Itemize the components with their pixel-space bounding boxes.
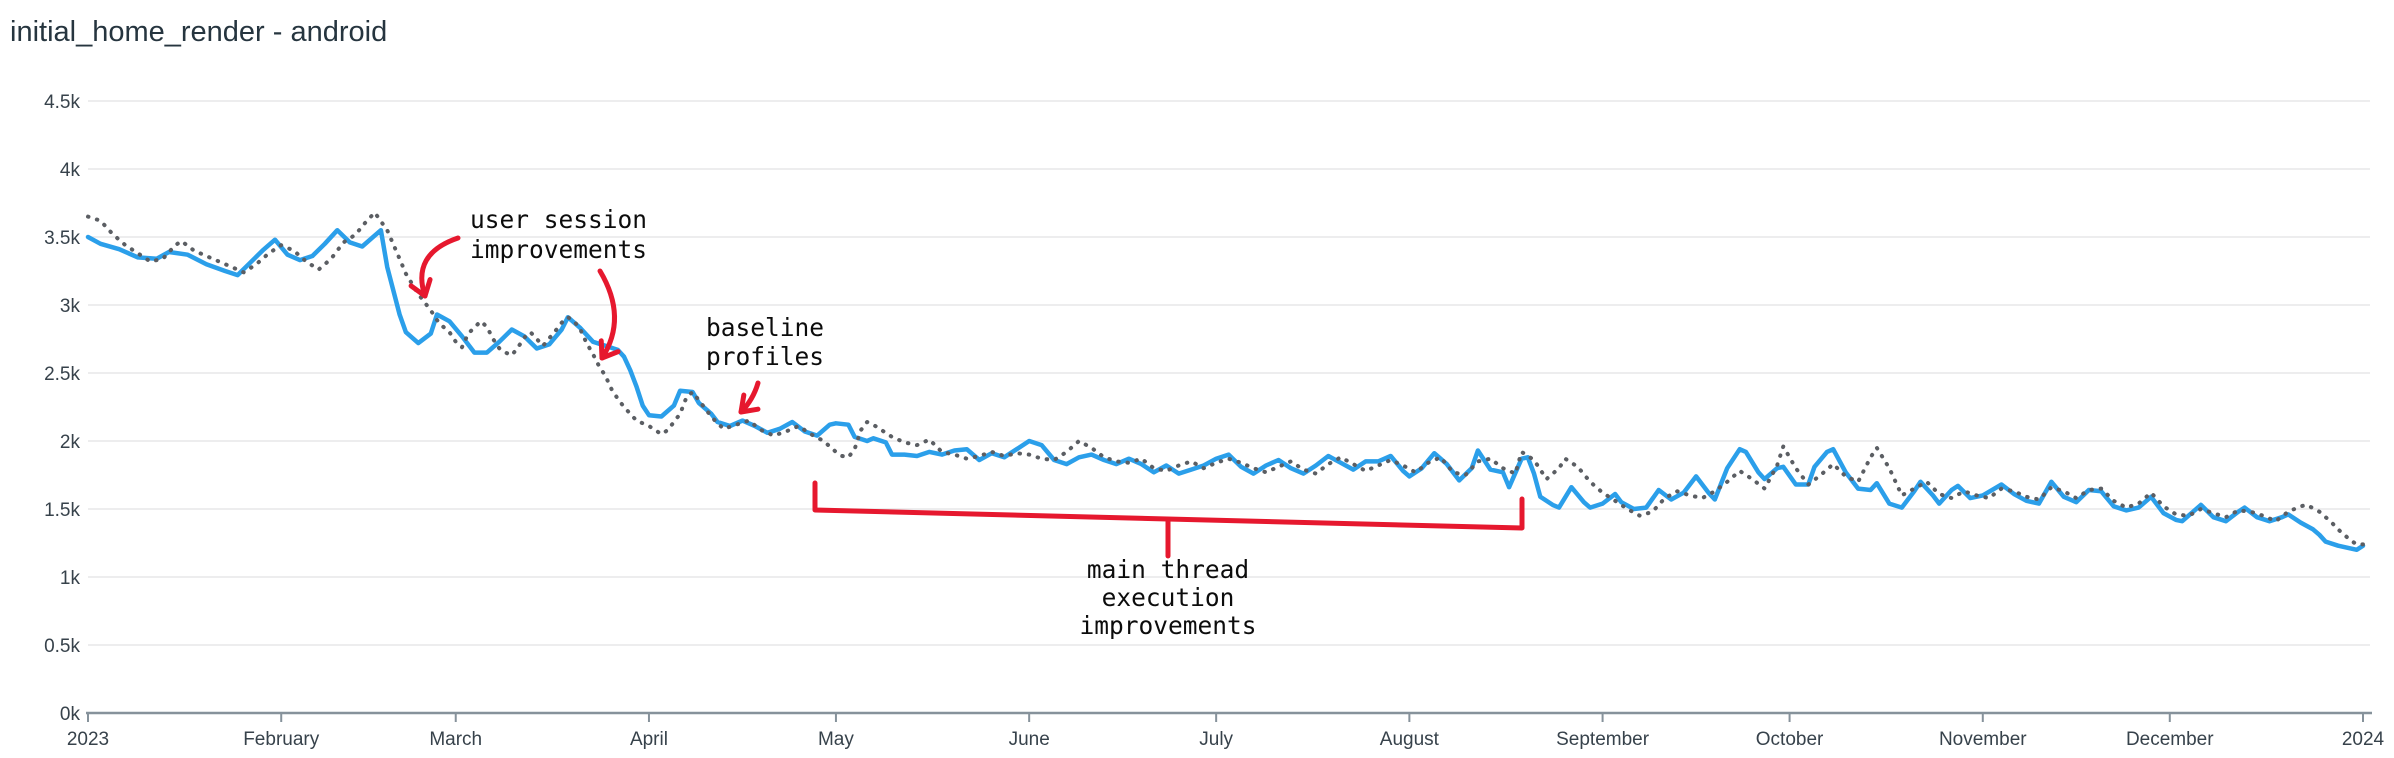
y-axis-tick-label: 3.5k [44, 228, 80, 249]
y-axis-tick-label: 3k [60, 296, 81, 317]
annotation-arrow [408, 235, 461, 299]
series-line-solid[interactable] [85, 227, 2366, 553]
chart-title: initial_home_render - android [10, 16, 387, 48]
x-axis-tick-label: September [1556, 729, 1650, 750]
y-axis-tick-label: 2.5k [44, 364, 80, 385]
annotation-label-main-thread-execution-improvements: main thread execution improvements [1079, 555, 1256, 640]
y-axis-tick-label: 2k [60, 432, 81, 453]
x-axis-tick-label: March [429, 729, 482, 750]
y-axis-tick-label: 1k [60, 568, 81, 589]
x-axis-tick-label: July [1199, 729, 1233, 750]
x-axis-tick-label: June [1009, 729, 1050, 750]
y-axis-tick-label: 0k [60, 704, 81, 725]
x-axis-tick-label: November [1939, 729, 2027, 750]
annotation-arrow [738, 380, 761, 415]
x-axis-tick-label: 2023 [67, 729, 109, 750]
series-line-dotted[interactable] [86, 210, 2365, 547]
x-axis-tick-label: December [2126, 729, 2214, 750]
annotation-layer: user session improvements baseline profiles… [408, 205, 1525, 640]
annotation-label-user-session-improvements: user session improvements [470, 205, 647, 264]
y-axis-tick-label: 4k [60, 160, 81, 181]
annotation-label-baseline-profiles: baseline profiles [706, 313, 824, 371]
series-layer[interactable] [85, 210, 2366, 553]
x-axis-tick-label: February [243, 729, 320, 750]
axis-layer: 0k 0.5k 1k 1.5k 2k 2.5k 3k 3.5k 4k 4.5k 2023 Februa… [44, 92, 2384, 750]
x-axis-tick-label: April [630, 729, 668, 750]
y-axis-tick-label: 0.5k [44, 636, 80, 657]
x-axis-tick-label: August [1380, 729, 1440, 750]
annotation-arrow [597, 268, 621, 361]
x-axis-tick-label: October [1756, 729, 1824, 750]
y-axis-tick-label: 4.5k [44, 92, 80, 113]
x-axis-tick-label: May [818, 729, 854, 750]
x-axis-tick-label: 2024 [2342, 729, 2385, 750]
y-axis-tick-label: 1.5k [44, 500, 80, 521]
grid-layer [88, 100, 2370, 646]
